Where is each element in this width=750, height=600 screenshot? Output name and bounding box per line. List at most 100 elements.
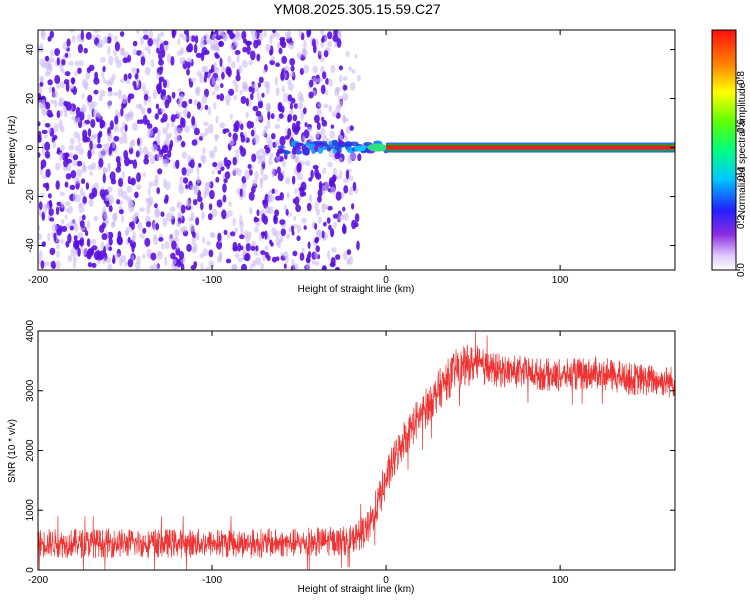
noise-cell <box>244 253 251 262</box>
noise-cell <box>204 71 208 77</box>
transition-cell <box>317 147 324 154</box>
noise-cell <box>105 257 111 264</box>
noise-cell <box>114 115 119 125</box>
noise-cell <box>158 76 165 82</box>
noise-cell <box>264 245 269 251</box>
noise-cell <box>209 189 215 200</box>
noise-cell <box>214 134 220 140</box>
noise-cell <box>296 102 303 110</box>
noise-cell <box>156 144 161 152</box>
noise-cell <box>51 223 58 232</box>
noise-cell <box>176 221 181 228</box>
noise-cell <box>330 186 336 195</box>
noise-cell <box>220 83 224 89</box>
noise-cell <box>241 182 247 189</box>
transition-cell <box>320 142 329 147</box>
noise-cell <box>181 167 187 176</box>
spectrogram-y-tick-label: -20 <box>25 189 36 204</box>
noise-cell <box>108 237 113 246</box>
noise-cell <box>45 168 51 178</box>
noise-cell <box>147 151 152 158</box>
noise-cell <box>93 30 100 34</box>
noise-cell <box>303 40 307 50</box>
noise-cell <box>41 241 46 248</box>
noise-cell <box>86 238 91 247</box>
noise-cell <box>99 189 106 198</box>
noise-cell <box>257 82 262 88</box>
noise-cell <box>158 59 164 66</box>
noise-cell <box>200 201 204 211</box>
noise-cell <box>152 263 159 270</box>
noise-cell <box>100 90 106 97</box>
noise-cell <box>102 206 107 217</box>
noise-cell <box>137 119 141 125</box>
noise-cell <box>170 114 176 123</box>
noise-cell <box>311 260 316 265</box>
noise-cell <box>40 260 45 270</box>
noise-cell <box>342 225 346 233</box>
noise-cell <box>159 43 164 53</box>
noise-cell <box>333 221 337 229</box>
noise-cell <box>235 149 242 155</box>
noise-cell <box>171 212 175 220</box>
noise-cell <box>222 34 228 42</box>
noise-cell <box>315 172 322 180</box>
noise-cell <box>137 221 143 231</box>
noise-cell <box>273 214 278 225</box>
snr-y-tick-label: 4000 <box>25 319 36 342</box>
noise-cell <box>255 245 259 252</box>
noise-cell <box>233 127 239 133</box>
noise-cell <box>299 252 305 261</box>
spectrogram-y-label: Frequency (Hz) <box>7 116 18 185</box>
transition-cell <box>277 145 285 150</box>
noise-cell <box>228 138 235 146</box>
noise-cell <box>322 167 327 175</box>
noise-cell <box>256 209 260 217</box>
noise-cell <box>223 156 228 167</box>
noise-cell <box>43 261 50 267</box>
noise-cell <box>258 30 263 34</box>
transition-cell <box>326 147 332 152</box>
noise-cell <box>93 89 99 95</box>
noise-cell <box>122 94 127 100</box>
noise-cell <box>320 127 326 136</box>
noise-cell <box>96 259 101 265</box>
noise-cell <box>237 242 242 252</box>
noise-cell <box>87 149 92 160</box>
noise-cell <box>309 194 313 203</box>
transition-cell <box>337 147 342 154</box>
noise-cell <box>265 43 271 52</box>
noise-cell <box>182 35 188 41</box>
noise-cell <box>209 152 216 159</box>
noise-cell <box>230 45 235 51</box>
noise-cell <box>158 50 163 61</box>
noise-cell <box>87 94 93 103</box>
noise-cell <box>281 40 287 49</box>
noise-cell <box>117 89 123 100</box>
noise-cell <box>335 191 342 201</box>
noise-cell <box>222 194 227 203</box>
noise-cell <box>294 196 300 206</box>
noise-cell <box>241 30 247 40</box>
noise-cell <box>242 83 249 92</box>
noise-cell <box>97 132 102 139</box>
noise-cell <box>102 65 106 73</box>
noise-cell <box>136 30 140 34</box>
noise-cell <box>354 222 359 228</box>
noise-cell <box>181 151 188 159</box>
noise-cell <box>125 195 131 202</box>
noise-cell <box>120 126 124 133</box>
noise-cell <box>253 134 260 144</box>
noise-cell <box>48 86 53 94</box>
noise-cell <box>147 37 153 47</box>
snr-x-axis: -200 -100 0 100 <box>28 331 569 586</box>
noise-cell <box>335 175 340 180</box>
noise-cell <box>247 164 252 169</box>
noise-cell <box>244 169 250 180</box>
noise-cell <box>293 263 299 270</box>
noise-cell <box>183 30 190 35</box>
noise-cell <box>107 91 112 97</box>
noise-cell <box>339 100 343 108</box>
noise-cell <box>338 65 343 71</box>
noise-cell <box>134 73 139 80</box>
